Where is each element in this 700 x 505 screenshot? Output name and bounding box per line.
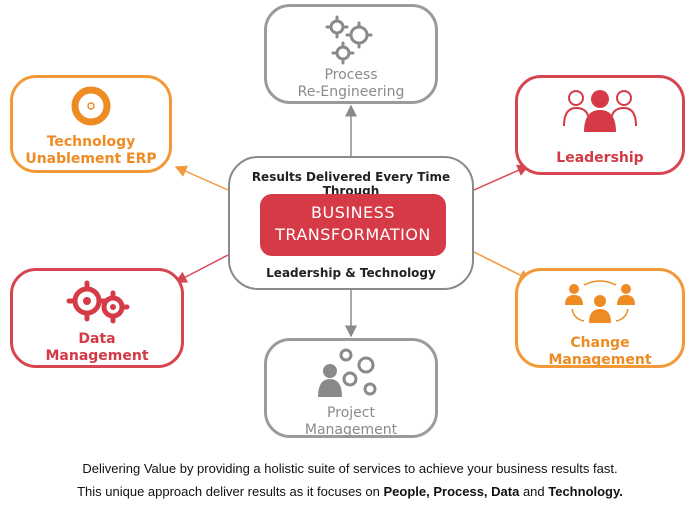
- node-label-line1: Leadership: [556, 150, 644, 166]
- central-hub: Results Delivered Every Time Through BUS…: [228, 156, 474, 290]
- node-label-line1: Project: [327, 405, 375, 421]
- node-change-management: Change Management: [515, 268, 685, 368]
- arrow-to-change: [473, 251, 532, 281]
- business-transformation-badge: BUSINESS TRANSFORMATION: [260, 194, 446, 256]
- node-label-line2: Management: [304, 422, 398, 438]
- footer-line2: This unique approach deliver results as …: [0, 484, 700, 499]
- footer-line2-prefix: This unique approach deliver results as …: [77, 484, 384, 499]
- node-label-line2: Management: [45, 348, 149, 364]
- arrow-to-technology: [174, 165, 229, 191]
- footer-line1: Delivering Value by providing a holistic…: [82, 461, 618, 476]
- red-gears-icon: [13, 279, 181, 331]
- gears-icon: [267, 13, 435, 69]
- ring-icon: [13, 84, 169, 132]
- node-technology-erp: Technology Unablement ERP: [10, 75, 172, 173]
- node-label-line1: Technology: [46, 134, 136, 150]
- team-icon: [518, 86, 682, 138]
- connector-arrows: [174, 104, 532, 338]
- node-project-management: Project Management: [264, 338, 438, 438]
- arrow-to-leadership: [473, 164, 530, 191]
- node-label-line1: Data: [78, 331, 116, 347]
- person-gears-icon: [267, 345, 435, 405]
- node-label-line1: Process: [324, 67, 378, 83]
- footer-line2-mid: and: [519, 484, 549, 499]
- node-label-line1: Change: [570, 335, 630, 351]
- hub-bottom-text: Leadership & Technology: [266, 266, 436, 280]
- node-label-line2: Management: [548, 352, 652, 368]
- footer-bold-people-process-data: People, Process, Data: [383, 484, 520, 499]
- node-process-reengineering: Process Re-Engineering: [264, 4, 438, 104]
- arrow-to-data: [174, 254, 229, 283]
- hub-title-line1: BUSINESS: [311, 203, 395, 222]
- node-label-line2: Re-Engineering: [297, 84, 405, 100]
- node-data-management: Data Management: [10, 268, 184, 368]
- business-transformation-diagram: Process Re-Engineering Technology Unable…: [10, 4, 685, 438]
- node-leadership: Leadership: [515, 75, 685, 175]
- hub-title-line2: TRANSFORMATION: [275, 225, 431, 244]
- people-cycle-icon: [518, 277, 682, 331]
- node-label-line2: Unablement ERP: [25, 151, 157, 167]
- footer-bold-technology: Technology.: [548, 484, 623, 499]
